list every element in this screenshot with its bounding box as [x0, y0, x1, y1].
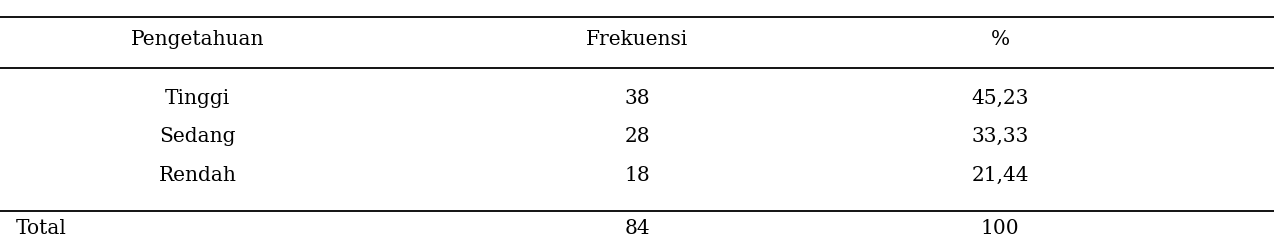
Text: Frekuensi: Frekuensi: [586, 30, 688, 49]
Text: Sedang: Sedang: [159, 127, 236, 146]
Text: 18: 18: [624, 166, 650, 185]
Text: Rendah: Rendah: [158, 166, 237, 185]
Text: 84: 84: [624, 219, 650, 238]
Text: 100: 100: [981, 219, 1019, 238]
Text: 33,33: 33,33: [971, 127, 1029, 146]
Text: 28: 28: [624, 127, 650, 146]
Text: %: %: [990, 30, 1010, 49]
Text: Pengetahuan: Pengetahuan: [131, 30, 264, 49]
Text: 21,44: 21,44: [971, 166, 1029, 185]
Text: Tinggi: Tinggi: [164, 89, 231, 107]
Text: 45,23: 45,23: [971, 89, 1029, 107]
Text: Total: Total: [15, 219, 66, 238]
Text: 38: 38: [624, 89, 650, 107]
